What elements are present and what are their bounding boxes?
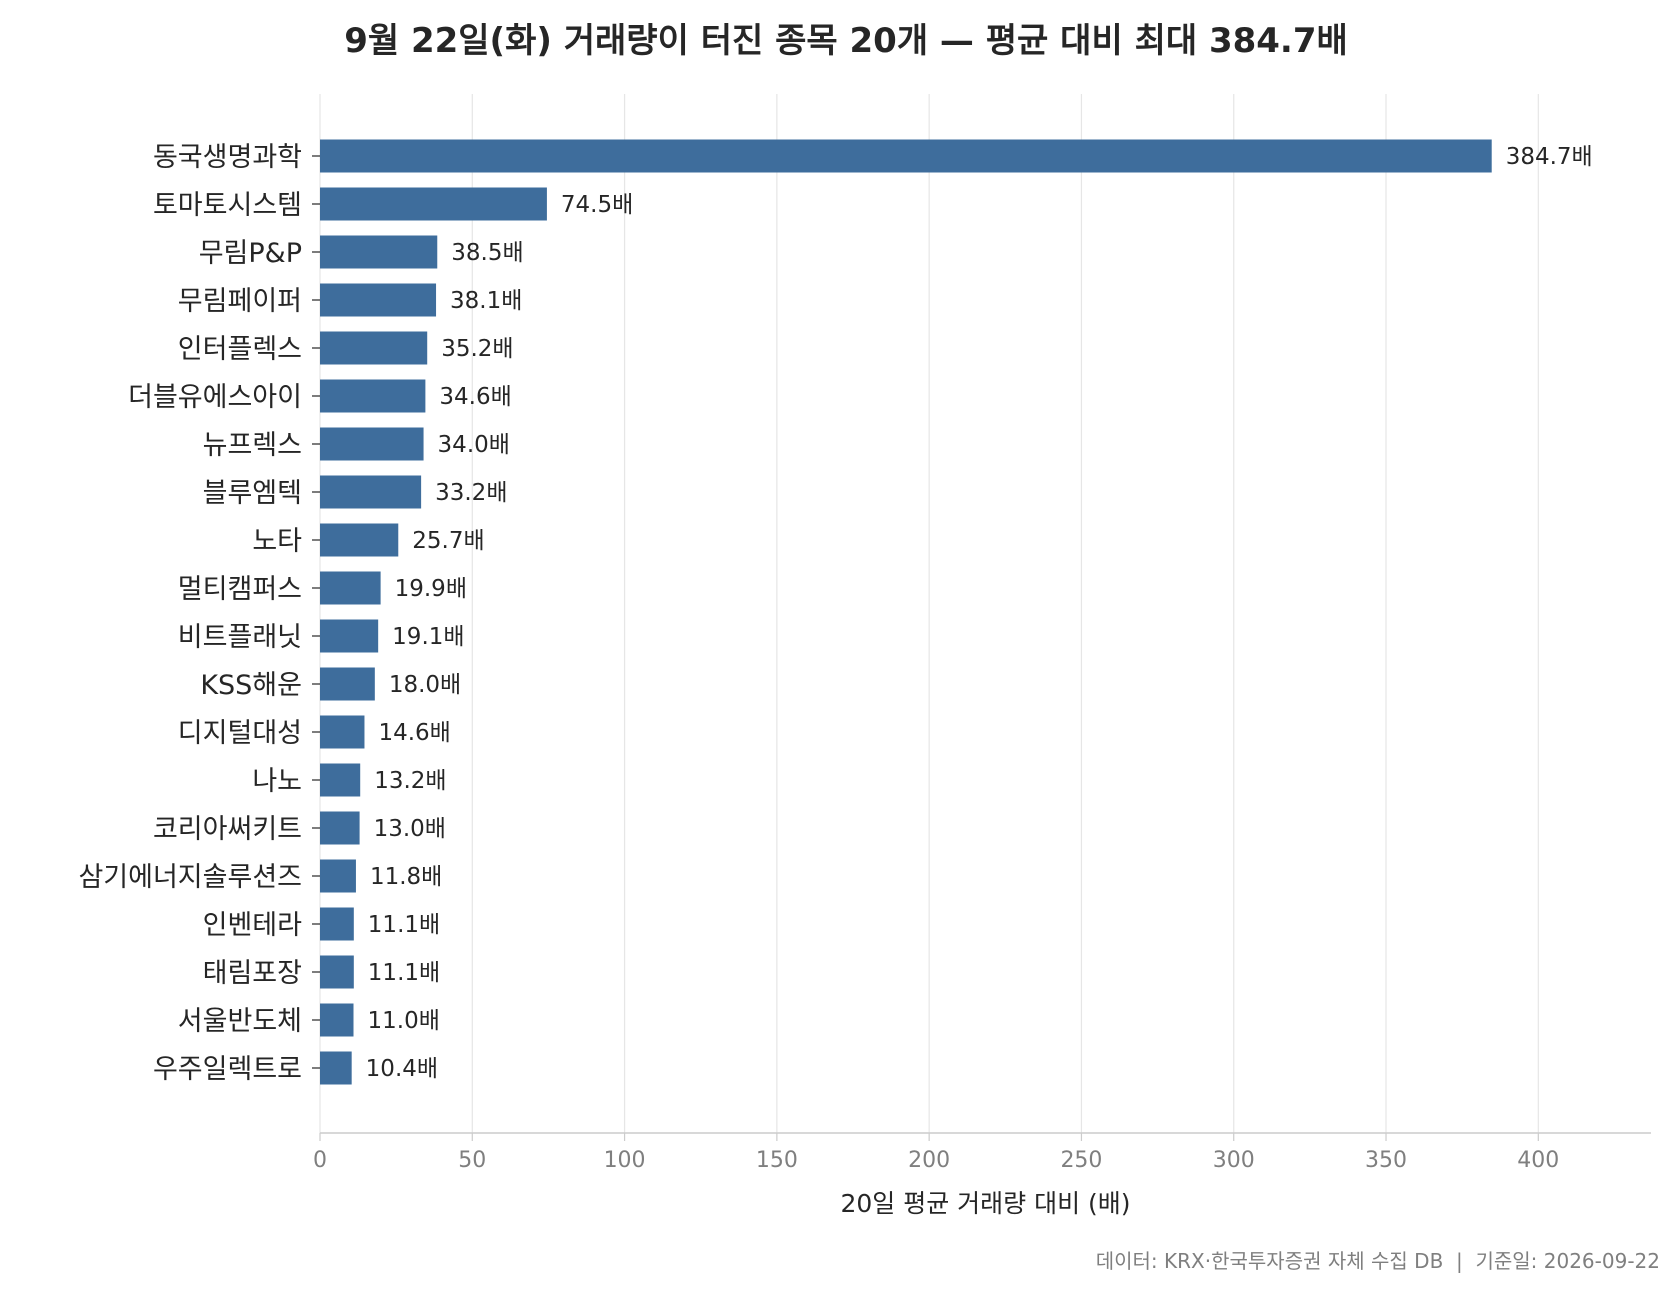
- x-tick-label-0: 0: [313, 1148, 327, 1173]
- value-label-11: 18.0배: [389, 672, 461, 698]
- category-label-18: 서울반도체: [178, 1006, 302, 1037]
- x-tick-label-3: 150: [756, 1148, 798, 1173]
- x-tick-label-4: 200: [908, 1148, 950, 1173]
- value-label-12: 14.6배: [378, 720, 450, 746]
- category-label-1: 토마토시스템: [153, 190, 302, 221]
- bar-0: [320, 139, 1492, 173]
- bar-5: [320, 379, 426, 413]
- value-label-6: 34.0배: [438, 432, 510, 458]
- value-label-9: 19.9배: [395, 576, 467, 602]
- category-label-13: 나노: [252, 766, 302, 797]
- bars-group: [320, 139, 1492, 1085]
- bar-13: [320, 763, 361, 797]
- x-tick-label-1: 50: [458, 1148, 486, 1173]
- value-label-17: 11.1배: [368, 960, 440, 986]
- value-label-8: 25.7배: [412, 528, 484, 554]
- bar-1: [320, 187, 547, 221]
- x-tick-label-8: 400: [1517, 1148, 1559, 1173]
- bar-11: [320, 667, 375, 701]
- category-label-12: 디지털대성: [178, 718, 302, 749]
- category-label-15: 삼기에너지솔루션즈: [78, 862, 302, 893]
- x-tick-label-2: 100: [604, 1148, 646, 1173]
- category-label-10: 비트플래닛: [178, 622, 302, 653]
- value-label-0: 384.7배: [1506, 144, 1593, 170]
- bar-6: [320, 427, 424, 461]
- category-label-3: 무림페이퍼: [178, 286, 302, 317]
- bar-15: [320, 859, 356, 893]
- bar-2: [320, 235, 438, 269]
- category-label-16: 인벤테라: [203, 910, 303, 941]
- source-footer: 데이터: KRX·한국투자증권 자체 수집 DB | 기준일: 2026-09-…: [1096, 1249, 1660, 1273]
- bar-14: [320, 811, 360, 845]
- x-tick-label-5: 250: [1060, 1148, 1102, 1173]
- gridlines: [319, 94, 1539, 1133]
- value-label-10: 19.1배: [392, 624, 464, 650]
- value-label-4: 35.2배: [441, 336, 513, 362]
- category-label-19: 우주일렉트로: [153, 1054, 302, 1085]
- category-label-6: 뉴프렉스: [203, 430, 302, 461]
- value-label-15: 11.8배: [370, 864, 442, 890]
- category-label-7: 블루엠텍: [203, 478, 302, 509]
- bar-8: [320, 523, 399, 557]
- category-label-9: 멀티캠퍼스: [178, 574, 302, 605]
- category-label-17: 태림포장: [203, 958, 302, 989]
- value-label-3: 38.1배: [450, 288, 522, 314]
- value-label-16: 11.1배: [368, 912, 440, 938]
- category-label-0: 동국생명과학: [153, 142, 302, 173]
- bar-12: [320, 715, 365, 749]
- bar-4: [320, 331, 428, 365]
- bar-16: [320, 907, 354, 941]
- bar-3: [320, 283, 437, 317]
- value-label-7: 33.2배: [435, 480, 507, 506]
- bar-9: [320, 571, 381, 605]
- x-axis-label: 20일 평균 거래량 대비 (배): [840, 1189, 1130, 1218]
- category-label-5: 더블유에스아이: [128, 382, 302, 413]
- value-label-14: 13.0배: [374, 816, 446, 842]
- value-label-2: 38.5배: [451, 240, 523, 266]
- value-label-13: 13.2배: [374, 768, 446, 794]
- category-label-2: 무림P&P: [199, 238, 302, 269]
- bar-17: [320, 955, 354, 989]
- value-label-18: 11.0배: [368, 1008, 440, 1034]
- value-label-1: 74.5배: [561, 192, 633, 218]
- category-label-4: 인터플렉스: [178, 334, 302, 365]
- value-labels: 384.7배 74.5배 38.5배 38.1배 35.2배 34.6배 34.0배 33.2…: [366, 144, 1593, 1082]
- x-tick-label-6: 300: [1213, 1148, 1255, 1173]
- value-label-5: 34.6배: [439, 384, 511, 410]
- x-tick-labels: 0 50 100 150 200 250 300 350 400: [313, 1133, 1559, 1173]
- category-label-14: 코리아써키트: [153, 814, 302, 845]
- bar-10: [320, 619, 379, 653]
- category-label-8: 노타: [252, 526, 302, 557]
- category-label-11: KSS해운: [200, 670, 302, 701]
- bar-7: [320, 475, 422, 509]
- bar-18: [320, 1003, 354, 1037]
- chart-title: 9월 22일(화) 거래량이 터진 종목 20개 — 평균 대비 최대 384.…: [344, 21, 1348, 61]
- bar-19: [320, 1051, 352, 1085]
- value-label-19: 10.4배: [366, 1056, 438, 1082]
- x-tick-label-7: 350: [1365, 1148, 1407, 1173]
